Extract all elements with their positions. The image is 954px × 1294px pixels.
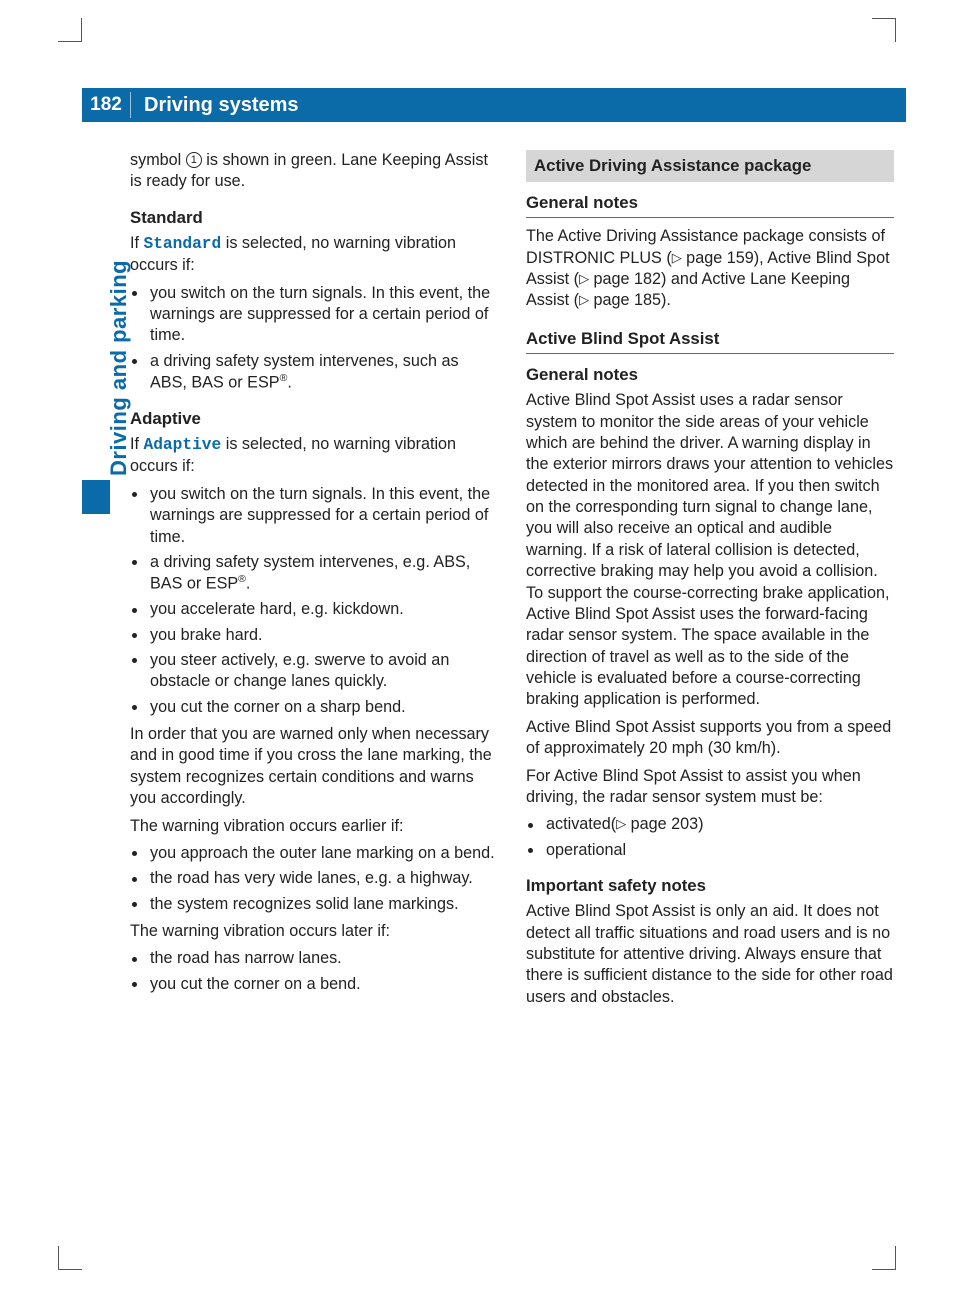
abs-para2: Active Blind Spot Assist supports you fr… — [526, 717, 894, 760]
general-notes-heading-2: General notes — [526, 364, 894, 386]
earlier-list: you approach the outer lane marking on a… — [130, 843, 498, 915]
active-blind-spot-heading: Active Blind Spot Assist — [526, 328, 894, 354]
page-title: Driving systems — [130, 88, 906, 122]
general-notes-body: The Active Driving Assistance package co… — [526, 226, 894, 312]
list-item: a driving safety system intervenes, such… — [146, 351, 498, 394]
list-item: you switch on the turn signals. In this … — [146, 283, 498, 347]
list-item: the system recognizes solid lane marking… — [146, 894, 498, 915]
adaptive-heading: Adaptive — [130, 408, 498, 430]
adaptive-para3: The warning vibration occurs later if: — [130, 921, 498, 942]
page-header: 182 Driving systems — [0, 88, 954, 122]
intro-paragraph: symbol 1 is shown in green. Lane Keeping… — [130, 150, 498, 193]
side-tab-label: Driving and parking — [106, 260, 132, 476]
crop-mark — [872, 1246, 896, 1270]
list-item: you steer actively, e.g. swerve to avoid… — [146, 650, 498, 693]
display-term-standard: Standard — [144, 235, 222, 253]
registered-icon: ® — [280, 372, 288, 384]
crop-mark — [58, 18, 82, 42]
header-separator — [130, 92, 131, 118]
page-number: 182 — [82, 88, 130, 122]
abs-requirements-list: activated(▷ page 203) operational — [526, 814, 894, 861]
list-item: operational — [542, 840, 894, 861]
registered-icon: ® — [238, 573, 246, 585]
crop-mark — [872, 18, 896, 42]
triangle-ref-icon: ▷ — [616, 816, 626, 831]
left-column: symbol 1 is shown in green. Lane Keeping… — [130, 150, 498, 1234]
triangle-ref-icon: ▷ — [579, 271, 589, 286]
safety-notes-heading: Important safety notes — [526, 875, 894, 897]
right-column: Active Driving Assistance package Genera… — [526, 150, 894, 1234]
crop-mark — [58, 1246, 82, 1270]
list-item: you accelerate hard, e.g. kickdown. — [146, 599, 498, 620]
adaptive-lead: If Adaptive is selected, no warning vibr… — [130, 434, 498, 478]
adaptive-list: you switch on the turn signals. In this … — [130, 484, 498, 718]
adaptive-para1: In order that you are warned only when n… — [130, 724, 498, 810]
triangle-ref-icon: ▷ — [579, 292, 589, 307]
side-tab-marker — [82, 480, 110, 514]
list-item: the road has narrow lanes. — [146, 948, 498, 969]
list-item: activated(▷ page 203) — [542, 814, 894, 835]
list-item: the road has very wide lanes, e.g. a hig… — [146, 868, 498, 889]
standard-list: you switch on the turn signals. In this … — [130, 283, 498, 394]
circled-one-icon: 1 — [186, 152, 202, 168]
triangle-ref-icon: ▷ — [672, 250, 682, 265]
adaptive-para2: The warning vibration occurs earlier if: — [130, 816, 498, 837]
abs-para3: For Active Blind Spot Assist to assist y… — [526, 766, 894, 809]
text: If — [130, 234, 144, 252]
display-term-adaptive: Adaptive — [144, 436, 222, 454]
standard-heading: Standard — [130, 207, 498, 229]
general-notes-heading: General notes — [526, 192, 894, 218]
list-item: you switch on the turn signals. In this … — [146, 484, 498, 548]
later-list: the road has narrow lanes. you cut the c… — [130, 948, 498, 995]
list-item: a driving safety system intervenes, e.g.… — [146, 552, 498, 595]
list-item: you brake hard. — [146, 625, 498, 646]
safety-notes-body: Active Blind Spot Assist is only an aid.… — [526, 901, 894, 1008]
section-band: Active Driving Assistance package — [526, 150, 894, 182]
list-item: you cut the corner on a bend. — [146, 974, 498, 995]
text: If — [130, 435, 144, 453]
list-item: you approach the outer lane marking on a… — [146, 843, 498, 864]
content-area: symbol 1 is shown in green. Lane Keeping… — [130, 150, 894, 1234]
list-item: you cut the corner on a sharp bend. — [146, 697, 498, 718]
abs-para1: Active Blind Spot Assist uses a radar se… — [526, 390, 894, 711]
standard-lead: If Standard is selected, no warning vibr… — [130, 233, 498, 277]
